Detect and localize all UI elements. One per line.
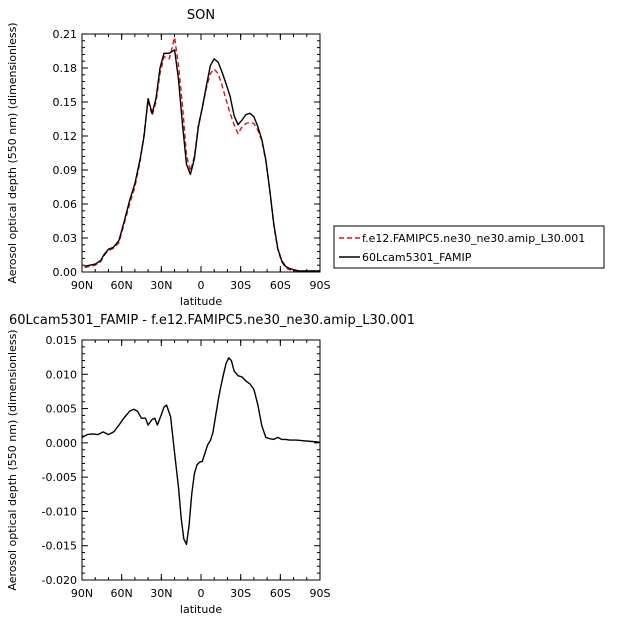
y-tick-label: -0.015 (42, 540, 77, 553)
x-axis-label-bottom: latitude (180, 603, 222, 616)
x-tick-label: 90S (310, 279, 331, 292)
y-tick-label: 0.000 (46, 437, 78, 450)
chart-title-bottom: 60Lcam5301_FAMIP - f.e12.FAMIPC5.ne30_ne… (9, 313, 415, 328)
y-tick-label: 0.18 (53, 62, 78, 75)
x-tick-label: 0 (198, 279, 205, 292)
y-tick-label: -0.020 (42, 574, 77, 587)
x-tick-label: 30N (150, 587, 172, 600)
x-tick-label: 60S (270, 279, 291, 292)
legend-label-60lcam: 60Lcam5301_FAMIP (362, 251, 472, 264)
plot-frame-bottom (81, 339, 321, 581)
y-tick-label: 0.010 (46, 368, 78, 381)
x-axis-label-top: latitude (180, 295, 222, 308)
x-tick-label: 90N (71, 279, 93, 292)
y-tick-label: 0.015 (46, 334, 78, 347)
y-axis-label-bottom: Aerosol optical depth (550 nm) (dimensio… (6, 329, 19, 590)
x-tick-label: 30S (230, 279, 251, 292)
y-tick-label: 0.03 (53, 232, 78, 245)
series-line-1-0 (81, 357, 321, 545)
chart-top: 90N 60N 30N 0 30S 60S 90S 0.00 0.03 0.06 0.09 0.12 0… (6, 8, 605, 308)
series-line-0-1 (84, 49, 320, 272)
plot-frame-top (81, 33, 321, 273)
x-tick-label: 90N (71, 587, 93, 600)
y-tick-label: 0.12 (53, 130, 78, 143)
y-tick-label: -0.005 (42, 471, 77, 484)
y-tick-label: 0.005 (46, 403, 78, 416)
x-tick-label: 30N (150, 279, 172, 292)
x-tick-label: 60N (111, 279, 133, 292)
x-tick-label: 90S (310, 587, 331, 600)
legend-label-cesm-amip: f.e12.FAMIPC5.ne30_ne30.amip_L30.001 (362, 232, 585, 245)
x-tick-label: 60S (270, 587, 291, 600)
y-tick-label: 0.00 (53, 266, 78, 279)
y-tick-label: 0.21 (53, 28, 78, 41)
x-tick-label: 30S (230, 587, 251, 600)
legend: f.e12.FAMIPC5.ne30_ne30.amip_L30.001 60L… (333, 225, 605, 269)
y-tick-label: -0.010 (42, 505, 77, 518)
chart-bottom: 90N 60N 30N 0 30S 60S 90S -0.020 -0.015 -0.010 -0.… (6, 313, 415, 616)
legend-box (333, 225, 605, 269)
x-tick-label: 0 (198, 587, 205, 600)
y-tick-label: 0.09 (53, 164, 78, 177)
y-axis-label-top: Aerosol optical depth (550 nm) (dimensio… (6, 22, 19, 283)
y-tick-label: 0.15 (53, 96, 78, 109)
y-tick-label: 0.06 (53, 198, 78, 211)
x-tick-label: 60N (111, 587, 133, 600)
chart-title-top: SON (187, 8, 215, 23)
